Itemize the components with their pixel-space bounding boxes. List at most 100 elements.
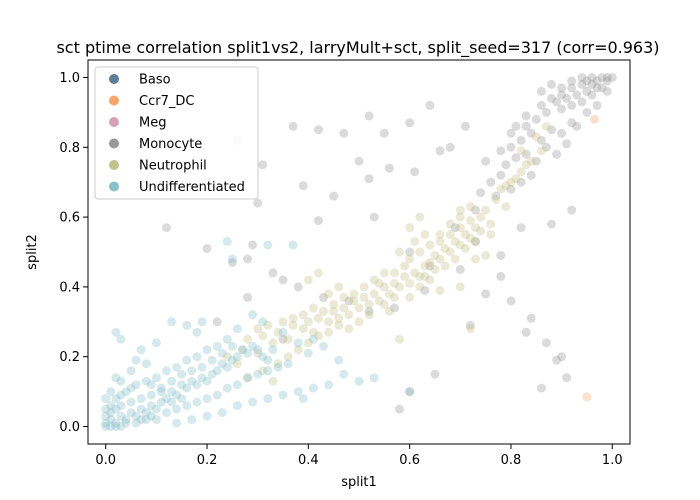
point-neutrophil: [374, 278, 384, 288]
legend-label: Ccr7_DC: [139, 94, 194, 109]
point-neutrophil: [303, 338, 313, 348]
point-neutrophil: [379, 299, 389, 309]
point-monocyte: [253, 198, 263, 208]
point-neutrophil: [445, 247, 455, 257]
point-undifferentiated: [308, 383, 318, 393]
point-monocyte: [364, 306, 374, 316]
point-monocyte: [435, 146, 445, 156]
point-undifferentiated: [141, 359, 151, 369]
point-neutrophil: [379, 282, 389, 292]
point-monocyte: [501, 160, 511, 170]
point-monocyte: [455, 265, 465, 274]
point-undifferentiated: [202, 394, 212, 404]
point-neutrophil: [425, 275, 435, 285]
point-neutrophil: [364, 310, 374, 320]
point-neutrophil: [369, 289, 379, 299]
point-monocyte: [567, 205, 577, 215]
point-undifferentiated: [111, 373, 121, 383]
point-undifferentiated: [177, 380, 187, 390]
point-undifferentiated: [106, 408, 116, 418]
point-monocyte: [597, 83, 607, 93]
legend-box: [94, 66, 259, 200]
point-undifferentiated: [212, 366, 222, 376]
point-undifferentiated: [248, 341, 258, 351]
point-monocyte: [506, 128, 516, 138]
point-undifferentiated: [151, 373, 161, 383]
point-neutrophil: [511, 174, 521, 184]
point-neutrophil: [288, 320, 298, 330]
point-monocyte: [511, 121, 521, 131]
plot-frame: [87, 59, 631, 445]
point-undifferentiated: [243, 348, 253, 358]
point-monocyte: [582, 76, 592, 86]
point-neutrophil: [308, 303, 318, 313]
legend-marker: [109, 181, 119, 192]
y-axis: 0.0 0.2 0.4 0.6 0.8 1.0: [59, 71, 88, 435]
point-neutrophil: [395, 282, 404, 292]
point-undifferentiated: [156, 397, 166, 407]
point-monocyte: [536, 383, 546, 393]
point-undifferentiated: [106, 401, 116, 411]
point-undifferentiated: [369, 373, 379, 383]
point-neutrophil: [273, 359, 283, 369]
point-undifferentiated: [101, 394, 111, 404]
point-undifferentiated: [156, 383, 166, 393]
point-monocyte: [577, 73, 587, 82]
y-tick-label: 0.6: [59, 211, 80, 226]
point-monocyte: [547, 125, 556, 135]
legend-marker: [109, 138, 119, 149]
point-neutrophil: [253, 348, 263, 358]
point-undifferentiated: [172, 362, 182, 372]
point-undifferentiated: [182, 355, 192, 365]
point-monocyte: [577, 79, 587, 89]
point-monocyte: [541, 338, 551, 348]
point-neutrophil: [324, 289, 334, 299]
data-points: [101, 73, 617, 431]
point-monocyte: [516, 177, 526, 187]
point-monocyte: [496, 271, 506, 281]
point-neutrophil: [314, 313, 323, 323]
point-monocyte: [369, 212, 379, 222]
point-undifferentiated: [243, 373, 253, 383]
point-monocyte: [496, 251, 506, 260]
point-undifferentiated: [121, 415, 131, 425]
point-undifferentiated: [126, 366, 136, 376]
point-undifferentiated: [303, 348, 313, 358]
point-undifferentiated: [253, 345, 263, 355]
point-undifferentiated: [106, 422, 116, 431]
point-undifferentiated: [177, 394, 187, 404]
point-monocyte: [405, 247, 415, 257]
x-tick-label: 0.8: [501, 453, 522, 468]
point-undifferentiated: [121, 387, 131, 397]
point-monocyte: [582, 107, 592, 117]
point-monocyte: [592, 100, 602, 110]
point-neutrophil: [293, 345, 303, 355]
point-neutrophil: [303, 275, 313, 285]
point-monocyte: [364, 174, 374, 184]
point-neutrophil: [395, 247, 404, 257]
point-undifferentiated: [227, 254, 237, 264]
point-undifferentiated: [248, 397, 258, 407]
point-monocyte: [425, 261, 435, 271]
point-undifferentiated: [202, 345, 212, 355]
point-undifferentiated: [232, 401, 242, 411]
point-monocyte: [293, 282, 303, 292]
point-undifferentiated: [405, 387, 415, 397]
point-neutrophil: [258, 366, 268, 376]
point-undifferentiated: [197, 373, 207, 383]
point-undifferentiated: [116, 390, 126, 400]
y-tick-label: 1.0: [59, 71, 80, 86]
point-neutrophil: [222, 352, 232, 362]
point-undifferentiated: [116, 411, 126, 421]
point-monocyte: [511, 153, 521, 163]
point-monocyte: [420, 285, 430, 295]
point-undifferentiated: [293, 338, 303, 348]
point-monocyte: [557, 352, 567, 362]
point-undifferentiated: [248, 310, 258, 320]
point-undifferentiated: [202, 411, 212, 421]
point-neutrophil: [455, 223, 465, 233]
point-monocyte: [248, 240, 258, 250]
point-monocyte: [344, 296, 354, 306]
point-monocyte: [557, 83, 567, 93]
point-neutrophil: [476, 226, 486, 236]
